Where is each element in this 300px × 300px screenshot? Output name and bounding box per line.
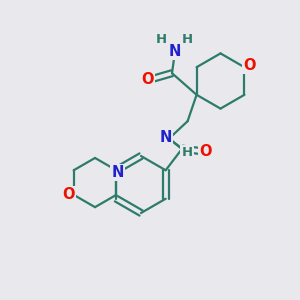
Text: O: O	[62, 187, 75, 202]
Text: O: O	[244, 58, 256, 73]
Text: O: O	[142, 72, 154, 87]
Text: N: N	[112, 165, 124, 180]
Text: H: H	[155, 33, 167, 46]
Text: O: O	[199, 144, 212, 158]
Text: H: H	[182, 33, 193, 46]
Text: H: H	[182, 146, 193, 159]
Text: N: N	[169, 44, 181, 59]
Text: N: N	[160, 130, 172, 145]
